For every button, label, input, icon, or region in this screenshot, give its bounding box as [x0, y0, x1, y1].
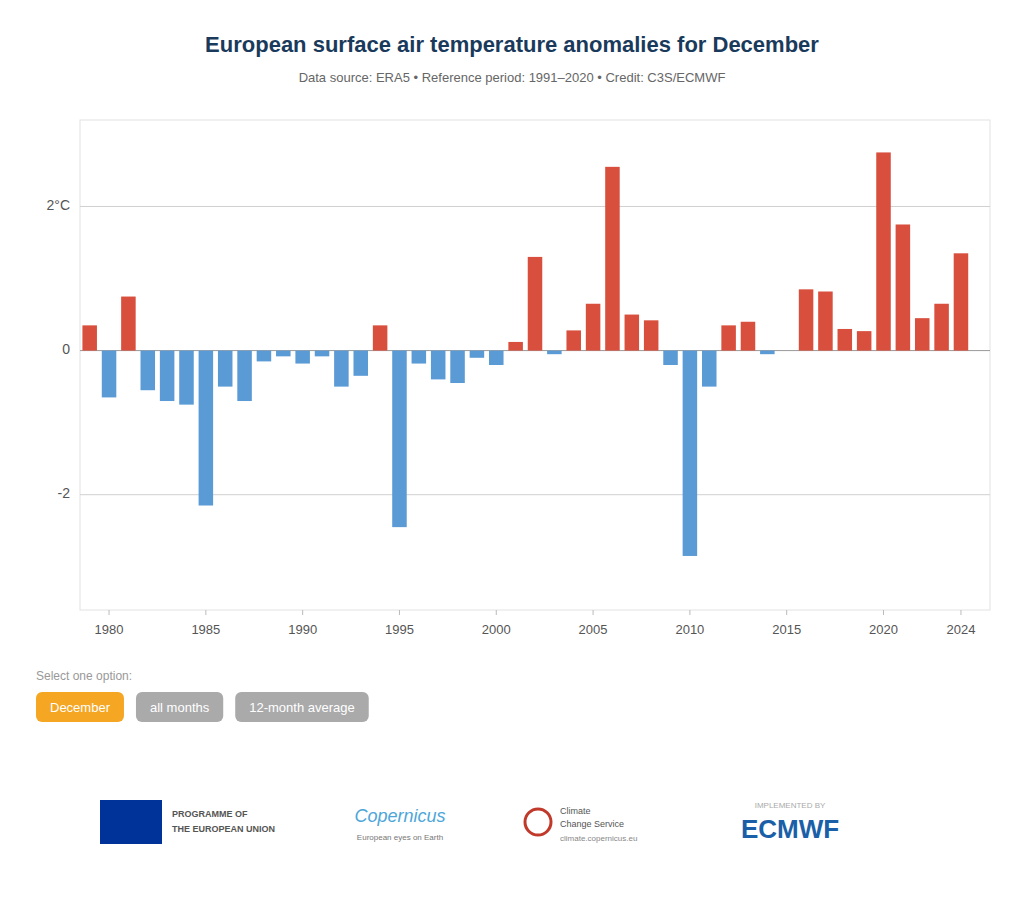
bar — [450, 351, 465, 383]
bar — [237, 351, 252, 401]
bar — [102, 351, 117, 398]
bar — [373, 325, 388, 350]
bar — [334, 351, 349, 387]
x-tick — [496, 610, 497, 615]
bar — [760, 351, 775, 355]
logo-text: IMPLEMENTED BY — [755, 801, 826, 810]
x-tick — [960, 610, 961, 615]
bar — [566, 330, 581, 350]
bar — [199, 351, 214, 506]
logo-text: PROGRAMME OF — [172, 809, 248, 819]
bar — [605, 167, 620, 351]
bar — [876, 152, 891, 350]
x-tick-label: 2015 — [772, 622, 801, 637]
bar — [644, 320, 659, 350]
bar — [82, 325, 97, 350]
x-tick — [883, 610, 884, 615]
option-button-box — [136, 692, 223, 722]
bar — [799, 289, 814, 350]
option-button: December — [36, 692, 124, 722]
bar — [353, 351, 368, 376]
bar — [663, 351, 678, 365]
bar — [779, 350, 794, 351]
x-tick — [786, 610, 787, 615]
bar — [257, 351, 272, 362]
bar — [586, 304, 601, 351]
logo-text: European eyes on Earth — [357, 833, 443, 842]
y-tick-label: 0 — [62, 341, 70, 357]
option-button: all months — [136, 692, 223, 722]
bar — [295, 351, 310, 364]
bar — [721, 325, 736, 350]
y-grid — [80, 206, 990, 494]
bar — [141, 351, 156, 391]
option-button-label: December — [50, 700, 111, 715]
x-tick — [399, 610, 400, 615]
x-tick-label: 2005 — [579, 622, 608, 637]
x-tick — [689, 610, 690, 615]
bar — [470, 351, 485, 358]
bar — [412, 351, 427, 364]
option-button: 12-month average — [235, 692, 369, 722]
bar — [121, 297, 136, 351]
x-tick-label: 2000 — [482, 622, 511, 637]
option-button-label: all months — [150, 700, 210, 715]
x-tick-label: 1990 — [288, 622, 317, 637]
bar — [702, 351, 717, 387]
option-button-box — [36, 692, 124, 722]
bar — [431, 351, 446, 380]
bar — [179, 351, 194, 405]
bar — [741, 322, 756, 351]
eu-flag — [100, 800, 162, 844]
bar — [896, 224, 911, 350]
bar — [954, 253, 969, 350]
grid-line — [80, 494, 990, 495]
y-tick-label: -2 — [58, 485, 71, 501]
x-tick-label: 2024 — [946, 622, 975, 637]
bar — [315, 351, 330, 357]
options-prompt: Select one option: — [36, 669, 132, 683]
subtitle: Data source: ERA5 • Reference period: 19… — [299, 70, 726, 85]
bar — [160, 351, 175, 401]
x-tick — [302, 610, 303, 615]
bar — [625, 315, 640, 351]
bar — [683, 351, 698, 556]
logo-text: ECMWF — [741, 814, 839, 844]
logo-text: climate.copernicus.eu — [560, 834, 637, 843]
service-icon — [525, 809, 551, 835]
x-tick — [593, 610, 594, 615]
background — [0, 0, 1024, 913]
option-button-box — [235, 692, 369, 722]
bar — [547, 351, 562, 355]
logo-text: Copernicus — [354, 806, 445, 826]
bar — [528, 257, 543, 351]
x-tick-label: 2020 — [869, 622, 898, 637]
y-tick-label: 2°C — [47, 197, 71, 213]
bar — [934, 304, 949, 351]
x-tick-label: 1995 — [385, 622, 414, 637]
title: European surface air temperature anomali… — [205, 32, 819, 57]
x-tick-label: 1985 — [191, 622, 220, 637]
bar — [392, 351, 407, 528]
bar — [489, 351, 504, 365]
x-tick-label: 1980 — [95, 622, 124, 637]
bar — [857, 331, 872, 350]
bar — [508, 342, 523, 351]
x-tick — [205, 610, 206, 615]
grid-line — [80, 206, 990, 207]
option-button-label: 12-month average — [249, 700, 355, 715]
bar — [915, 318, 930, 350]
logo-text: THE EUROPEAN UNION — [172, 824, 275, 834]
bar — [838, 329, 853, 351]
bar — [276, 351, 291, 357]
bar — [818, 292, 833, 351]
bars — [82, 152, 968, 556]
chart: European surface air temperature anomali… — [0, 0, 1024, 913]
bar — [218, 351, 233, 387]
x-tick — [109, 610, 110, 615]
logo-text: Change Service — [560, 819, 624, 829]
plot-frame — [80, 120, 990, 610]
x-tick-label: 2010 — [675, 622, 704, 637]
logo-text: Climate — [560, 806, 591, 816]
